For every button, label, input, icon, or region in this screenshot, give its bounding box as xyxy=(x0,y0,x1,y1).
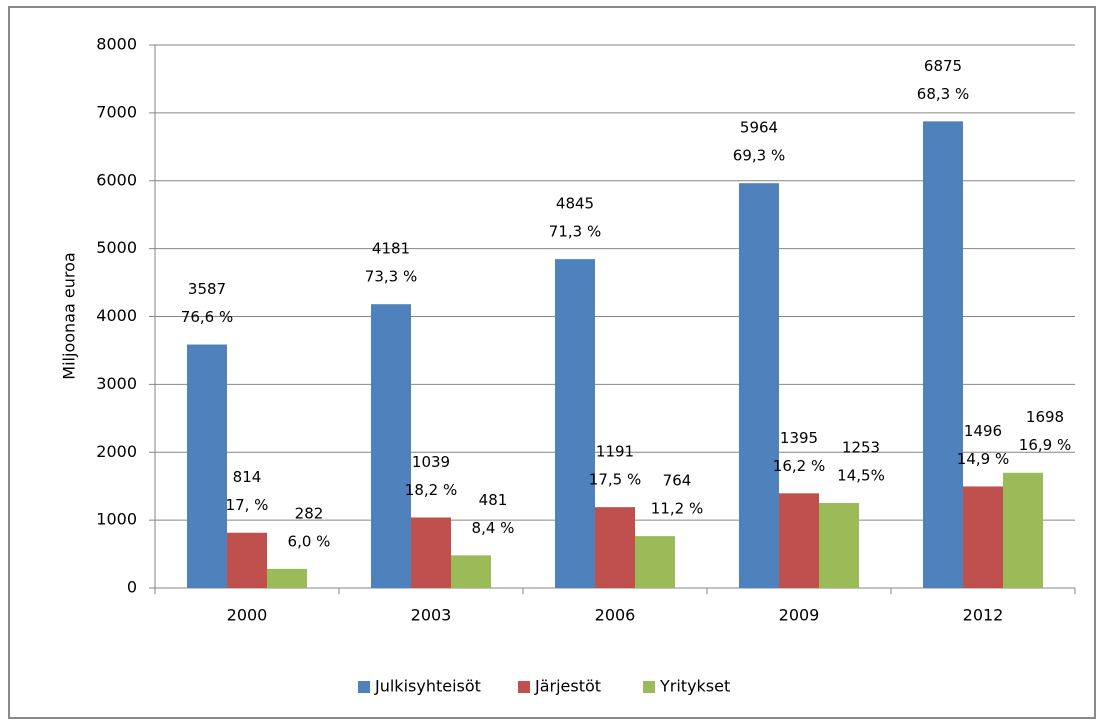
bar xyxy=(555,259,595,588)
share-label: 71,3 % xyxy=(549,223,601,241)
share-label: 76,6 % xyxy=(181,308,233,326)
legend-swatch xyxy=(518,681,530,693)
bar xyxy=(411,517,451,588)
value-label: 1496 xyxy=(964,422,1002,440)
share-label: 16,9 % xyxy=(1019,436,1071,454)
legend-swatch xyxy=(358,681,370,693)
bar xyxy=(635,536,675,588)
legend-label: Yritykset xyxy=(659,677,730,696)
value-label: 282 xyxy=(295,504,324,522)
bar xyxy=(923,121,963,588)
value-label: 814 xyxy=(233,468,262,486)
bar xyxy=(963,486,1003,588)
value-label: 1698 xyxy=(1026,408,1064,426)
bar xyxy=(739,183,779,589)
value-label: 481 xyxy=(479,491,508,509)
bar xyxy=(779,493,819,588)
x-tick-label: 2009 xyxy=(779,606,820,625)
value-label: 1253 xyxy=(842,438,880,456)
value-label: 4181 xyxy=(372,240,410,258)
share-label: 14,5% xyxy=(837,466,885,484)
bar xyxy=(187,344,227,588)
value-label: 1395 xyxy=(780,429,818,447)
share-label: 69,3 % xyxy=(733,147,785,165)
value-label: 6875 xyxy=(924,57,962,75)
y-tick-label: 6000 xyxy=(96,170,137,189)
bar xyxy=(451,555,491,588)
share-label: 18,2 % xyxy=(405,481,457,499)
value-label: 1039 xyxy=(412,453,450,471)
value-label: 4845 xyxy=(556,195,594,213)
y-tick-label: 3000 xyxy=(96,374,137,393)
bar xyxy=(819,502,859,588)
share-label: 14,9 % xyxy=(957,450,1009,468)
value-label: 5964 xyxy=(740,119,778,137)
legend-label: Järjestöt xyxy=(534,677,601,696)
x-tick-label: 2000 xyxy=(227,606,268,625)
y-tick-label: 2000 xyxy=(96,442,137,461)
x-tick-label: 2003 xyxy=(411,606,452,625)
x-tick-label: 2012 xyxy=(963,606,1004,625)
share-label: 68,3 % xyxy=(917,85,969,103)
y-tick-label: 5000 xyxy=(96,238,137,257)
y-tick-label: 7000 xyxy=(96,102,137,121)
share-label: 8,4 % xyxy=(472,519,515,537)
x-tick-label: 2006 xyxy=(595,606,636,625)
y-tick-label: 1000 xyxy=(96,510,137,529)
legend-label: Julkisyhteisöt xyxy=(374,677,481,696)
y-axis-label: Miljoonaa euroa xyxy=(60,252,79,379)
share-label: 6,0 % xyxy=(288,532,331,550)
legend-swatch xyxy=(643,681,655,693)
share-label: 16,2 % xyxy=(773,457,825,475)
share-label: 17, % xyxy=(226,496,269,514)
value-label: 764 xyxy=(663,472,692,490)
share-label: 73,3 % xyxy=(365,268,417,286)
y-tick-label: 4000 xyxy=(96,306,137,325)
value-label: 1191 xyxy=(596,443,634,461)
bar xyxy=(267,568,307,588)
bar xyxy=(227,532,267,588)
share-label: 11,2 % xyxy=(651,500,703,518)
bar xyxy=(1003,472,1043,588)
bar xyxy=(595,507,635,588)
share-label: 17,5 % xyxy=(589,471,641,489)
bar xyxy=(371,304,411,588)
y-tick-label: 8000 xyxy=(96,35,137,54)
y-tick-label: 0 xyxy=(127,578,137,597)
value-label: 3587 xyxy=(188,280,226,298)
